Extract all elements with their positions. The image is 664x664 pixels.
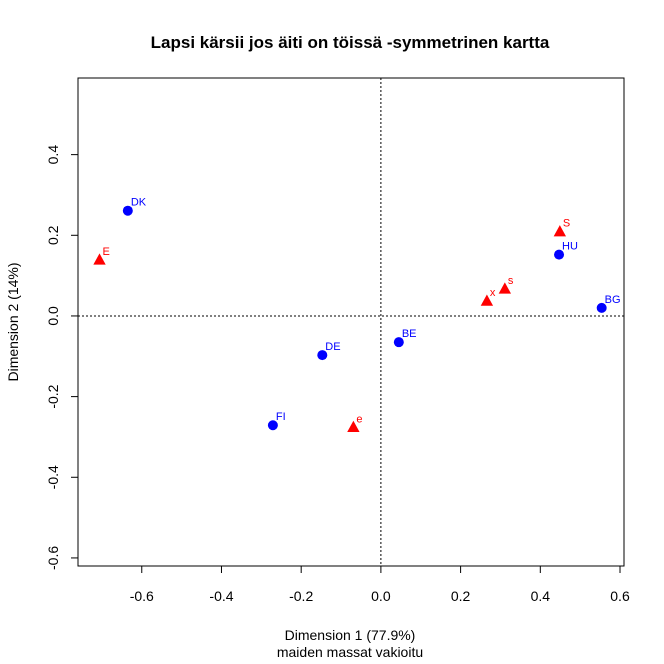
point-marker-BE <box>393 337 404 348</box>
point-marker-HU <box>554 249 565 260</box>
y-tick-label: 0.2 <box>45 225 61 245</box>
y-tick-label: -0.6 <box>45 546 61 570</box>
y-axis: -0.6 -0.4 -0.2 0.0 0.2 0.4 <box>45 145 79 570</box>
point-label-x: x <box>490 287 496 299</box>
point-label-S: S <box>563 218 570 230</box>
y-tick-label: -0.2 <box>45 384 61 408</box>
x-axis: -0.6 -0.4 -0.2 0.0 0.2 0.4 0.6 <box>130 565 630 604</box>
x-tick-label: 0.2 <box>451 588 471 604</box>
x-tick-label: -0.2 <box>289 588 313 604</box>
x-tick-label: -0.4 <box>209 588 233 604</box>
y-tick-label: 0.4 <box>45 145 61 165</box>
chart-title: Lapsi kärsii jos äiti on töissä -symmetr… <box>151 33 550 52</box>
y-axis-label: Dimension 2 (14%) <box>5 262 21 381</box>
point-label-HU: HU <box>562 241 578 253</box>
point-marker-DK <box>122 205 133 216</box>
point-label-DK: DK <box>131 197 147 209</box>
point-label-s: s <box>508 275 514 287</box>
point-marker-x <box>480 294 494 306</box>
x-tick-label: 0.4 <box>531 588 551 604</box>
x-tick-label: 0.0 <box>371 588 391 604</box>
point-label-FI: FI <box>276 411 286 423</box>
point-marker-BG <box>596 302 607 313</box>
data-points: DK DE FI BE HU BG Ee xs S <box>93 197 621 432</box>
point-marker-DE <box>317 350 328 361</box>
point-label-e: e <box>356 413 362 425</box>
point-marker-s <box>498 282 512 294</box>
point-label-BG: BG <box>605 294 621 306</box>
x-axis-sublabel: maiden massat vakioitu <box>277 644 423 660</box>
point-label-DE: DE <box>325 341 340 353</box>
point-label-BE: BE <box>402 328 417 340</box>
point-marker-E <box>93 253 106 265</box>
y-tick-label: -0.4 <box>45 465 61 489</box>
reference-lines <box>78 78 624 566</box>
point-marker-e <box>347 420 360 432</box>
point-marker-S <box>553 225 567 237</box>
x-axis-label: Dimension 1 (77.9%) <box>285 627 416 643</box>
x-tick-label: 0.6 <box>610 588 630 604</box>
point-label-E: E <box>103 246 110 258</box>
y-tick-label: 0.0 <box>45 306 61 326</box>
x-tick-label: -0.6 <box>130 588 154 604</box>
point-marker-FI <box>267 420 278 431</box>
plot-frame <box>77 77 625 567</box>
